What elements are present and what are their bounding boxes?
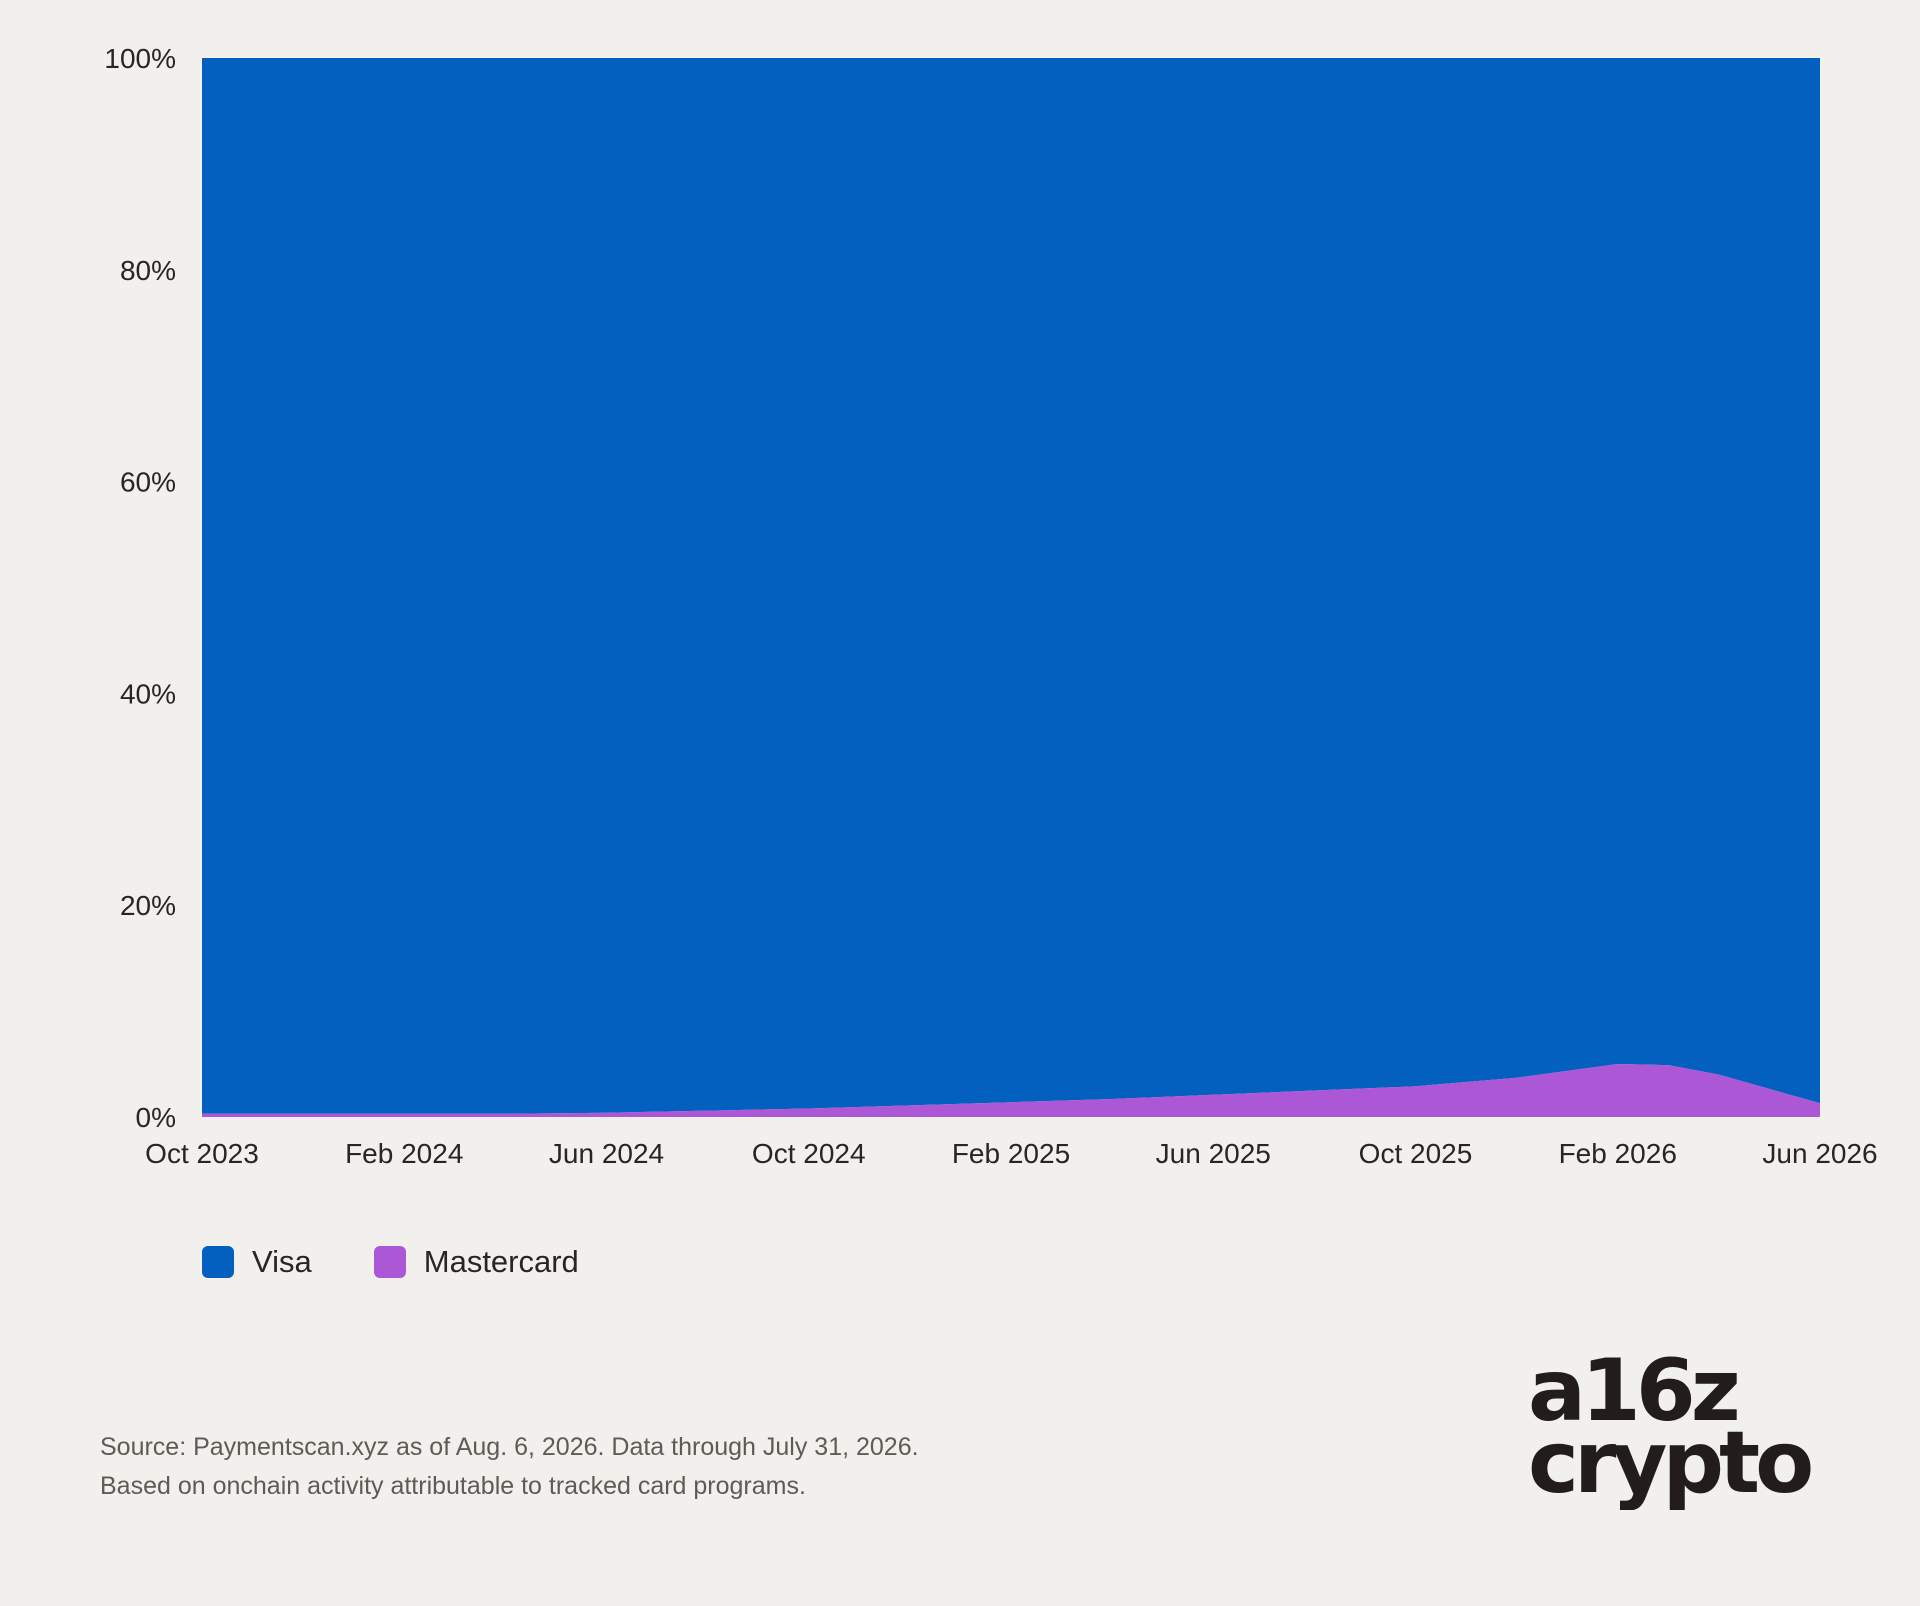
- legend: Visa Mastercard: [202, 1244, 579, 1280]
- y-tick-label: 20%: [120, 890, 176, 921]
- y-tick-label: 80%: [120, 255, 176, 286]
- x-tick-label: Feb 2024: [345, 1138, 463, 1169]
- legend-item-mastercard[interactable]: Mastercard: [373, 1244, 579, 1280]
- x-tick-label: Oct 2024: [752, 1138, 866, 1169]
- visa-swatch: [202, 1246, 234, 1278]
- y-tick-label: 0%: [136, 1102, 176, 1133]
- mastercard-swatch: [373, 1246, 406, 1278]
- x-tick-label: Feb 2025: [952, 1138, 1070, 1169]
- y-tick-label: 100%: [104, 43, 176, 74]
- area-mastercard: [202, 1064, 1820, 1117]
- chart: 0% 20% 40% 60% 80% 100% Oct 2023 Feb 2024 Jun 2…: [104, 43, 1877, 1169]
- x-tick-label: Jun 2026: [1762, 1138, 1877, 1169]
- x-tick-label: Oct 2023: [145, 1138, 259, 1169]
- x-tick-label: Jun 2024: [549, 1138, 664, 1169]
- legend-label-mastercard: Mastercard: [423, 1244, 579, 1279]
- area-visa: [202, 58, 1820, 1114]
- plot-area: [202, 58, 1820, 1117]
- x-tick-label: Feb 2026: [1559, 1138, 1677, 1169]
- x-tick-label: Oct 2025: [1359, 1138, 1473, 1169]
- y-tick-label: 40%: [120, 678, 176, 709]
- legend-label-visa: Visa: [252, 1244, 312, 1279]
- source-line-2: Based on onchain activity attributable t…: [100, 1472, 806, 1500]
- logo-line-2: crypto: [1528, 1413, 1811, 1510]
- x-tick-label: Jun 2025: [1156, 1138, 1271, 1169]
- y-axis: 0% 20% 40% 60% 80% 100%: [104, 43, 176, 1133]
- a16z-crypto-logo: a16z crypto: [1528, 1350, 1816, 1510]
- logo-line-1: a16z: [1528, 1350, 1737, 1441]
- legend-item-visa[interactable]: Visa: [202, 1244, 312, 1280]
- source-note: Source: Paymentscan.xyz as of Aug. 6, 20…: [100, 1428, 919, 1506]
- x-axis: Oct 2023 Feb 2024 Jun 2024 Oct 2024 Feb 2025…: [145, 1138, 1877, 1169]
- source-line-1: Source: Paymentscan.xyz as of Aug. 6, 20…: [100, 1433, 919, 1461]
- y-tick-label: 60%: [120, 467, 176, 498]
